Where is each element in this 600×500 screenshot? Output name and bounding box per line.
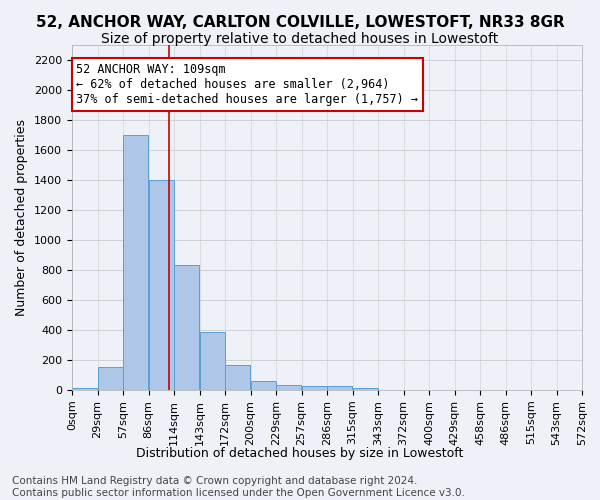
Bar xyxy=(225,365,250,390)
Bar xyxy=(72,388,97,390)
Bar xyxy=(353,388,378,390)
Bar xyxy=(327,386,352,390)
Text: 52, ANCHOR WAY, CARLTON COLVILLE, LOWESTOFT, NR33 8GR: 52, ANCHOR WAY, CARLTON COLVILLE, LOWEST… xyxy=(35,15,565,30)
Bar xyxy=(200,332,225,390)
Bar xyxy=(174,265,199,390)
Text: 52 ANCHOR WAY: 109sqm
← 62% of detached houses are smaller (2,964)
37% of semi-d: 52 ANCHOR WAY: 109sqm ← 62% of detached … xyxy=(76,63,418,106)
Text: Contains public sector information licensed under the Open Government Licence v3: Contains public sector information licen… xyxy=(12,488,465,498)
Bar xyxy=(302,386,327,390)
Bar xyxy=(276,385,301,390)
Bar xyxy=(149,180,174,390)
Text: Size of property relative to detached houses in Lowestoft: Size of property relative to detached ho… xyxy=(101,32,499,46)
Text: Distribution of detached houses by size in Lowestoft: Distribution of detached houses by size … xyxy=(136,448,464,460)
Bar xyxy=(98,367,123,390)
Text: Contains HM Land Registry data © Crown copyright and database right 2024.: Contains HM Land Registry data © Crown c… xyxy=(12,476,418,486)
Bar xyxy=(251,381,276,390)
Bar xyxy=(123,135,148,390)
Y-axis label: Number of detached properties: Number of detached properties xyxy=(16,119,28,316)
